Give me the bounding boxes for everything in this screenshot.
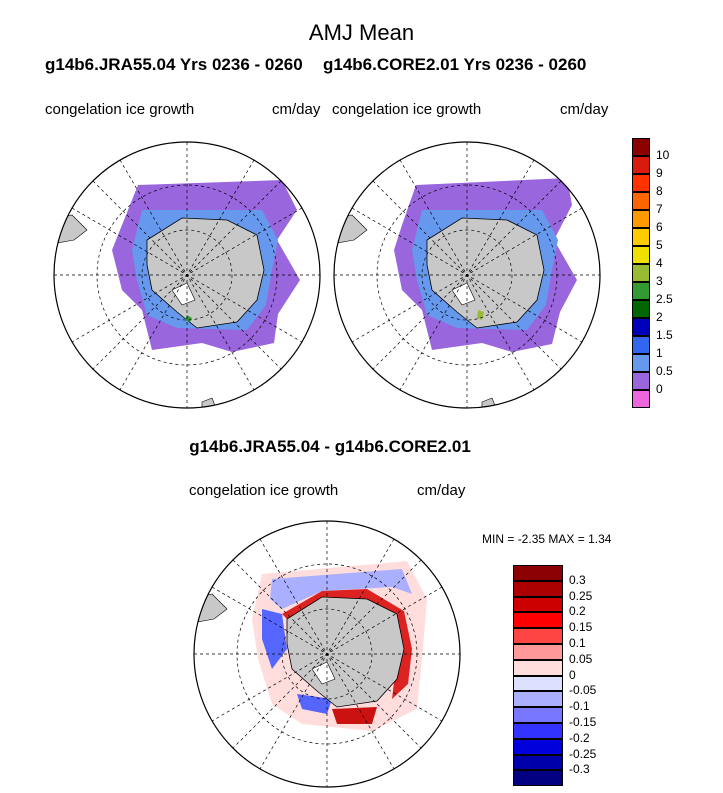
min-value: -2.35 — [517, 532, 546, 546]
colorbar-label: 0.15 — [569, 620, 593, 635]
colorbar-label: 0.1 — [569, 636, 586, 650]
max-value: 1.34 — [588, 532, 612, 546]
colorbar-label: 7 — [656, 202, 663, 216]
map-grid — [194, 521, 460, 787]
figure-title: AMJ Mean — [308, 20, 415, 45]
colorbar-label: 2.5 — [656, 292, 673, 306]
colorbar-swatch — [513, 723, 563, 739]
colorbar-label: -0.25 — [569, 746, 597, 761]
colorbar-swatch — [632, 390, 650, 408]
colorbar-swatch — [513, 691, 563, 708]
colorbar-swatch — [632, 246, 650, 264]
colorbar-swatch — [632, 300, 650, 318]
colorbar-swatch — [632, 282, 650, 300]
colorbar-swatch — [513, 659, 563, 676]
colorbar-label: 0.3 — [569, 572, 586, 587]
colorbar-swatch — [632, 372, 650, 390]
map-grid — [54, 142, 320, 408]
colorbar-swatch — [632, 192, 650, 210]
colorbar-label: 1 — [656, 346, 663, 360]
map-boundary — [333, 141, 601, 409]
map-boundary — [193, 520, 461, 788]
colorbar-label: 8 — [656, 184, 663, 198]
ross-ice-shelf — [311, 661, 336, 685]
colorbar-swatch — [632, 174, 650, 192]
colorbar-swatch — [513, 612, 563, 629]
ross-ice-shelf — [451, 282, 476, 306]
colorbar-swatch — [513, 580, 563, 597]
colorbar-swatch — [632, 138, 650, 156]
colorbar-swatch — [513, 596, 563, 613]
colorbar-label: 0.05 — [569, 651, 593, 666]
colorbar-label: 5 — [656, 238, 663, 252]
colorbar-difference: 0.3 0.25 0.2 0.15 0.1 0.05 0 -0.05 -0.1 -0.15 -0.2… — [513, 565, 613, 787]
min-max-readout: MIN = -2.35 MAX = 1.34 — [482, 532, 611, 546]
colorbar-label: 2 — [656, 310, 663, 324]
map-grid — [334, 142, 600, 408]
colorbar-label: -0.1 — [569, 699, 590, 714]
difference-title: g14b6.JRA55.04 - g14b6.CORE2.01 — [189, 437, 471, 456]
bottom-units-label: cm/day — [417, 482, 466, 499]
left-run-title: g14b6.JRA55.04 Yrs 0236 - 0260 — [45, 55, 303, 74]
colorbar-swatch — [632, 336, 650, 354]
min-label: MIN = — [482, 532, 515, 546]
colorbar-label: -0.3 — [569, 762, 590, 777]
top-right-units-label: cm/day — [560, 101, 609, 118]
diff-red-south-patch — [332, 707, 377, 724]
colorbar-swatch — [513, 644, 563, 660]
colorbar-label: -0.2 — [569, 730, 590, 745]
colorbar-label: 0.25 — [569, 588, 593, 603]
top-left-variable-label: congelation ice growth — [45, 101, 195, 118]
bottom-variable-label: congelation ice growth — [189, 482, 339, 499]
colorbar-swatch — [632, 354, 650, 372]
colorbar-label: 0.2 — [569, 604, 586, 619]
colorbar-label: 10 — [656, 148, 670, 162]
colorbar-label: 3 — [656, 274, 663, 288]
colorbar-swatch — [513, 675, 563, 692]
colorbar-label: -0.15 — [569, 715, 597, 729]
map-boundary — [53, 141, 321, 409]
colorbar-label: 1.5 — [656, 328, 673, 342]
colorbar-label: 0 — [656, 382, 663, 396]
colorbar-swatch — [632, 318, 650, 336]
colorbar-label: -0.05 — [569, 683, 597, 698]
colorbar-label: 4 — [656, 256, 663, 270]
colorbar-label: 0.5 — [656, 364, 673, 378]
colorbar-swatch — [513, 754, 563, 771]
colorbar-swatch — [513, 707, 563, 723]
colorbar-swatch — [513, 738, 563, 755]
max-label: MAX = — [548, 532, 585, 546]
map-difference — [193, 520, 461, 788]
colorbar-swatch — [632, 156, 650, 174]
colorbar-swatch — [632, 264, 650, 282]
right-run-title: g14b6.CORE2.01 Yrs 0236 - 0260 — [323, 55, 587, 74]
colorbar-swatch — [513, 565, 563, 581]
map-top-left — [53, 141, 321, 409]
colorbar-swatch — [632, 210, 650, 228]
colorbar-label: 0 — [569, 667, 576, 682]
colorbar-swatch — [513, 628, 563, 644]
colorbar-label: 9 — [656, 166, 663, 180]
colorbar-swatch — [513, 770, 563, 787]
ross-ice-shelf — [171, 282, 196, 306]
diff-red-coastal-strip — [282, 589, 412, 699]
colorbar-swatch — [632, 228, 650, 246]
colorbar-top: 10 9 8 7 6 5 4 3 2.5 2 1.5 1 0.5 0 — [632, 138, 712, 410]
top-left-units-label: cm/day — [272, 101, 321, 118]
top-right-variable-label: congelation ice growth — [332, 101, 482, 118]
map-top-right — [333, 141, 601, 409]
colorbar-label: 6 — [656, 220, 663, 234]
